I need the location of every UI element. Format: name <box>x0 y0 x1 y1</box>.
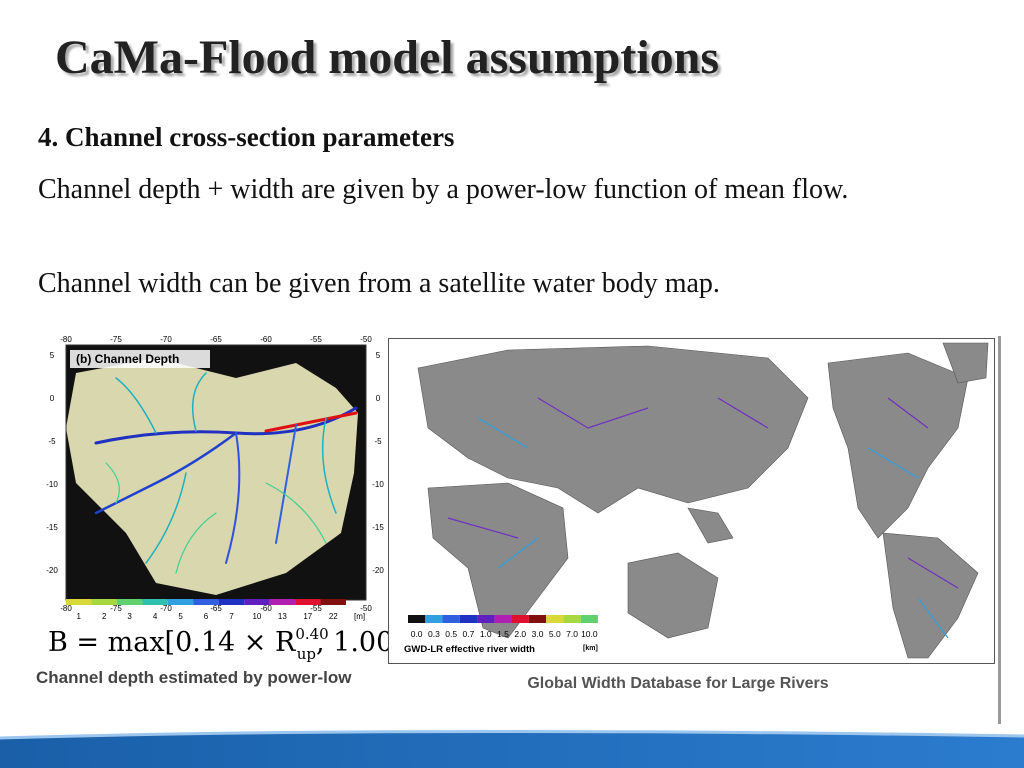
colorbar-label: 7 <box>229 612 234 621</box>
colorbar-label: 10 <box>252 612 261 621</box>
footer-band <box>0 729 1024 768</box>
colorbar-label: 7.0 <box>566 629 578 639</box>
figure-caption: Global Width Database for Large Rivers <box>527 675 828 692</box>
x-tick-label: -50 <box>360 604 372 613</box>
y-tick-label: -20 <box>46 566 58 575</box>
x-tick-label: -70 <box>160 604 172 613</box>
y-tick-label: -10 <box>372 480 384 489</box>
colorbar-segment <box>425 615 443 623</box>
colorbar-label: 0.7 <box>463 629 475 639</box>
paragraph: Channel width can be given from a satell… <box>38 268 720 299</box>
slide-title: CaMa-Flood model assumptions <box>55 31 720 84</box>
y-tick-label: -20 <box>372 566 384 575</box>
y-tick-label: -5 <box>374 437 382 446</box>
divider <box>998 336 1001 724</box>
footer-wave <box>0 731 1024 768</box>
colorbar-label: 0.5 <box>445 629 457 639</box>
colorbar-segment <box>167 599 194 605</box>
depth-figure: (b) Channel Depth -80 -80 -75 -75 -70 -70 -65 -6… <box>36 335 388 687</box>
colorbar-label: 2 <box>102 612 107 621</box>
colorbar-label: 3 <box>127 612 132 621</box>
formula: B = max[0.14 × R0.40 up, 1.00] <box>48 625 388 663</box>
colorbar-segment <box>142 599 168 605</box>
width-figure: 0.0 0.3 0.5 0.7 1.0 1.5 2.0 3.0 5.0 7.0 10.0 [km] GW… <box>388 338 995 692</box>
y-tick-label: -15 <box>372 523 384 532</box>
colorbar-label: 0.0 <box>411 629 423 639</box>
paragraph: Channel depth + width are given by a pow… <box>38 174 849 205</box>
colorbar-label: 4 <box>153 612 158 621</box>
colorbar-label: 17 <box>303 612 312 621</box>
colorbar-unit: [m] <box>354 612 365 621</box>
panel-title-box <box>70 350 210 368</box>
formula-subscript: up <box>297 645 316 663</box>
colorbar-segment <box>66 599 92 605</box>
basin <box>66 358 358 595</box>
colorbar-segment <box>580 615 598 623</box>
colorbar-segment <box>244 599 270 605</box>
x-tick-label: -80 <box>60 335 72 344</box>
colorbar-segment <box>528 615 547 623</box>
colorbar-segment <box>459 615 478 623</box>
colorbar-segment <box>494 615 512 623</box>
x-tick-label: -75 <box>110 604 122 613</box>
colorbar-segment <box>218 599 245 605</box>
footer-wave-edge <box>0 729 1024 740</box>
x-tick-label: -75 <box>110 335 122 344</box>
rivers <box>447 397 959 639</box>
colorbar-label: 10.0 <box>581 629 598 639</box>
colorbar-segment <box>563 615 581 623</box>
x-tick-label: -60 <box>260 604 272 613</box>
colorbar-segment <box>116 599 143 605</box>
colorbar-label: 1.0 <box>480 629 492 639</box>
colorbar-segment <box>442 615 460 623</box>
colorbar-label: 1 <box>77 612 82 621</box>
colorbar-label: 3.0 <box>532 629 544 639</box>
y-tick-label: -15 <box>46 523 58 532</box>
colorbar-segment <box>511 615 529 623</box>
x-tick-label: -65 <box>210 604 222 613</box>
y-tick-label: -10 <box>46 480 58 489</box>
colorbar-label: 6 <box>204 612 209 621</box>
x-tick-label: -55 <box>310 335 322 344</box>
y-tick-label: 0 <box>50 394 55 403</box>
x-tick-label: -70 <box>160 335 172 344</box>
colorbar-segment <box>477 615 495 623</box>
x-tick-label: -65 <box>210 335 222 344</box>
colorbar-segment <box>269 599 296 605</box>
y-tick-label: -5 <box>48 437 56 446</box>
colorbar-segment <box>193 599 219 605</box>
x-tick-label: -80 <box>60 604 72 613</box>
panel-title: (b) Channel Depth <box>76 352 179 366</box>
colorbar-unit: [km] <box>583 645 598 652</box>
colorbar-segment <box>408 615 426 623</box>
colorbar-segment <box>320 599 346 605</box>
x-tick-label: -50 <box>360 335 372 344</box>
rivers <box>94 372 358 574</box>
colorbar-segment <box>295 599 321 605</box>
heading: 4. Channel cross-section parameters <box>38 122 455 152</box>
divider-bar <box>998 336 1001 724</box>
colorbar-label: 0.3 <box>428 629 440 639</box>
x-tick-label: -55 <box>310 604 322 613</box>
x-tick-label: -60 <box>260 335 272 344</box>
colorbar-label: 22 <box>329 612 338 621</box>
colorbar-label: 5 <box>178 612 183 621</box>
colorbar-segment <box>546 615 564 623</box>
y-tick-label: 5 <box>50 351 55 360</box>
colorbar-label: 13 <box>278 612 287 621</box>
formula-tail: , 1.00] <box>316 627 388 658</box>
y-tick-label: 0 <box>376 394 381 403</box>
colorbar-label: 2.0 <box>514 629 526 639</box>
colorbar-label: 1.5 <box>497 629 509 639</box>
formula-exponent: 0.40 <box>295 625 328 643</box>
legend-label: GWD-LR effective river width <box>404 644 535 655</box>
colorbar-segment <box>91 599 117 605</box>
y-tick-label: 5 <box>376 351 381 360</box>
figure-caption: Channel depth estimated by power-low <box>36 668 352 687</box>
formula-main: B = max[0.14 × R <box>48 627 296 658</box>
continents <box>417 342 989 659</box>
colorbar-label: 5.0 <box>549 629 561 639</box>
